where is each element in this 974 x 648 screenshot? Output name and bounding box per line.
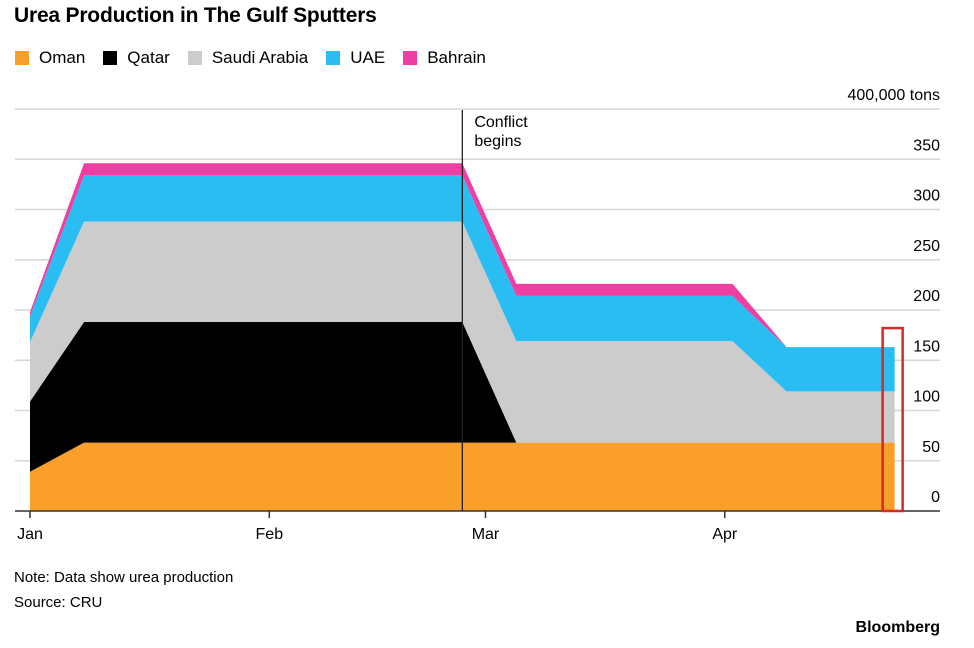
legend: Oman Qatar Saudi Arabia UAE Bahrain xyxy=(15,48,504,68)
legend-swatch xyxy=(403,51,418,65)
conflict-label: Conflict begins xyxy=(474,114,528,150)
area-uae xyxy=(30,175,895,392)
y-tick-label: 300 xyxy=(913,188,940,205)
legend-label: Qatar xyxy=(127,48,170,67)
conflict-label-line: begins xyxy=(474,133,521,150)
legend-label: UAE xyxy=(350,48,386,67)
y-tick-label: 100 xyxy=(913,389,940,406)
y-tick-label: 0 xyxy=(931,489,940,506)
legend-swatch xyxy=(103,51,118,65)
y-tick-label: 350 xyxy=(913,137,940,154)
highlight-box xyxy=(881,326,904,513)
chart-title: Urea Production in The Gulf Sputters xyxy=(14,4,377,27)
legend-label: Oman xyxy=(39,48,86,67)
y-tick-label: 250 xyxy=(913,238,940,255)
source-text: Source: CRU xyxy=(14,594,103,611)
legend-item-qatar: Qatar xyxy=(103,48,170,68)
area-saudi-arabia xyxy=(30,221,895,443)
x-tick-label: Mar xyxy=(472,526,500,543)
x-tick-label: Jan xyxy=(17,526,43,543)
y-tick-label: 400,000 tons xyxy=(847,87,940,104)
legend-item-bahrain: Bahrain xyxy=(403,48,486,68)
legend-swatch xyxy=(326,51,341,65)
legend-item-saudi-arabia: Saudi Arabia xyxy=(187,48,309,68)
conflict-label-line: Conflict xyxy=(474,114,528,131)
note-text: Note: Data show urea production xyxy=(14,569,234,586)
legend-label: Saudi Arabia xyxy=(211,48,309,67)
legend-label: Bahrain xyxy=(427,48,486,67)
x-tick-label: Apr xyxy=(712,526,738,543)
x-tick-label: Feb xyxy=(256,526,284,543)
y-tick-label: 200 xyxy=(913,288,940,305)
y-tick-label: 150 xyxy=(913,338,940,355)
y-tick-label: 50 xyxy=(922,439,940,456)
legend-item-uae: UAE xyxy=(326,48,385,68)
brand-logo: Bloomberg xyxy=(855,619,940,636)
legend-swatch xyxy=(187,51,202,65)
legend-swatch xyxy=(15,51,29,65)
legend-item-oman: Oman xyxy=(15,48,85,68)
